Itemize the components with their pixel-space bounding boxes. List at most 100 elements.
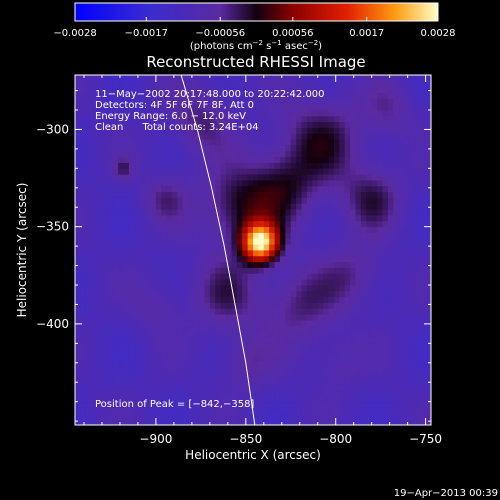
- heatmap-cell: [242, 145, 249, 152]
- heatmap-cell: [274, 325, 281, 333]
- heatmap-cell: [101, 331, 108, 338]
- heatmap-cell: [366, 250, 373, 257]
- heatmap-cell: [296, 273, 302, 280]
- heatmap-cell: [274, 413, 281, 420]
- heatmap-cell: [96, 110, 103, 117]
- heatmap-cell: [220, 150, 227, 158]
- heatmap-cell: [387, 314, 394, 321]
- heatmap-cell: [145, 121, 151, 128]
- heatmap-cell: [296, 360, 302, 368]
- heatmap-cell: [247, 302, 254, 309]
- heatmap-cell: [220, 331, 227, 338]
- heatmap-cell: [236, 360, 243, 368]
- heatmap-cell: [118, 337, 124, 344]
- heatmap-cell: [387, 220, 394, 228]
- heatmap-cell: [323, 162, 329, 169]
- heatmap-cell: [285, 203, 292, 210]
- heatmap-cell: [414, 162, 421, 169]
- heatmap-cell: [366, 261, 373, 268]
- heatmap-cell: [96, 343, 103, 350]
- heatmap-cell: [101, 139, 108, 146]
- colorbar-gradient: [74, 2, 439, 22]
- heatmap-cell: [204, 355, 211, 362]
- heatmap-cell: [355, 86, 362, 93]
- heatmap-cell: [258, 285, 265, 292]
- heatmap-cell: [377, 390, 383, 397]
- heatmap-cell: [355, 337, 362, 344]
- heatmap-cell: [134, 209, 141, 216]
- heatmap-cell: [263, 255, 270, 263]
- heatmap-cell: [215, 320, 222, 327]
- heatmap-cell: [350, 203, 356, 210]
- heatmap-cell: [177, 355, 184, 362]
- heatmap-cell: [382, 180, 389, 187]
- heatmap-cell: [145, 331, 151, 338]
- heatmap-cell: [398, 203, 405, 210]
- heatmap-cell: [339, 285, 346, 292]
- heatmap-cell: [409, 104, 416, 111]
- heatmap-cell: [404, 197, 410, 204]
- heatmap-cell: [193, 185, 200, 193]
- heatmap-cell: [258, 401, 265, 408]
- heatmap-cell: [112, 80, 119, 88]
- heatmap-cell: [80, 279, 87, 286]
- heatmap-cell: [204, 162, 211, 169]
- heatmap-cell: [409, 80, 416, 88]
- heatmap-cell: [193, 407, 200, 414]
- heatmap-cell: [425, 302, 431, 309]
- heatmap-cell: [199, 98, 205, 105]
- heatmap-cell: [404, 121, 410, 128]
- heatmap-cell: [339, 372, 346, 379]
- heatmap-cell: [150, 360, 157, 368]
- heatmap-cell: [382, 92, 389, 99]
- heatmap-cell: [112, 267, 119, 274]
- heatmap-cell: [215, 337, 222, 344]
- heatmap-cell: [247, 86, 254, 93]
- heatmap-cell: [328, 285, 335, 292]
- heatmap-cell: [317, 331, 324, 338]
- heatmap-cell: [382, 285, 389, 292]
- heatmap-cell: [101, 145, 108, 152]
- heatmap-cell: [360, 145, 367, 152]
- heatmap-cell: [290, 308, 297, 315]
- heatmap-cell: [236, 75, 243, 82]
- heatmap-cell: [150, 156, 157, 163]
- heatmap-cell: [177, 209, 184, 216]
- heatmap-cell: [220, 255, 227, 263]
- heatmap-cell: [414, 226, 421, 233]
- heatmap-cell: [166, 133, 173, 140]
- heatmap-cell: [274, 285, 281, 292]
- heatmap-cell: [253, 250, 259, 257]
- heatmap-cell: [91, 104, 97, 111]
- heatmap-cell: [134, 156, 141, 163]
- heatmap-cell: [355, 238, 362, 245]
- heatmap-cell: [80, 372, 87, 379]
- heatmap-cell: [80, 226, 87, 233]
- heatmap-cell: [323, 401, 329, 408]
- heatmap-cell: [215, 366, 222, 373]
- heatmap-cell: [161, 337, 168, 344]
- heatmap-cell: [371, 162, 378, 169]
- heatmap-cell: [323, 407, 329, 414]
- heatmap-cell: [118, 98, 124, 105]
- heatmap-cell: [85, 156, 92, 163]
- heatmap-cell: [269, 360, 275, 368]
- heatmap-cell: [118, 290, 124, 298]
- heatmap-cell: [296, 384, 302, 391]
- heatmap-cell: [161, 360, 168, 368]
- heatmap-cell: [236, 320, 243, 327]
- heatmap-cell: [323, 174, 329, 181]
- heatmap-cell: [355, 372, 362, 379]
- heatmap-cell: [274, 308, 281, 315]
- heatmap-cell: [139, 285, 146, 292]
- heatmap-cell: [339, 180, 346, 187]
- heatmap-cell: [290, 104, 297, 111]
- heatmap-cell: [323, 314, 329, 321]
- heatmap-cell: [301, 267, 308, 274]
- heatmap-cell: [182, 121, 189, 128]
- heatmap-cell: [209, 413, 216, 420]
- heatmap-cell: [253, 145, 259, 152]
- heatmap-cell: [193, 366, 200, 373]
- heatmap-cell: [420, 75, 427, 82]
- heatmap-cell: [118, 238, 124, 245]
